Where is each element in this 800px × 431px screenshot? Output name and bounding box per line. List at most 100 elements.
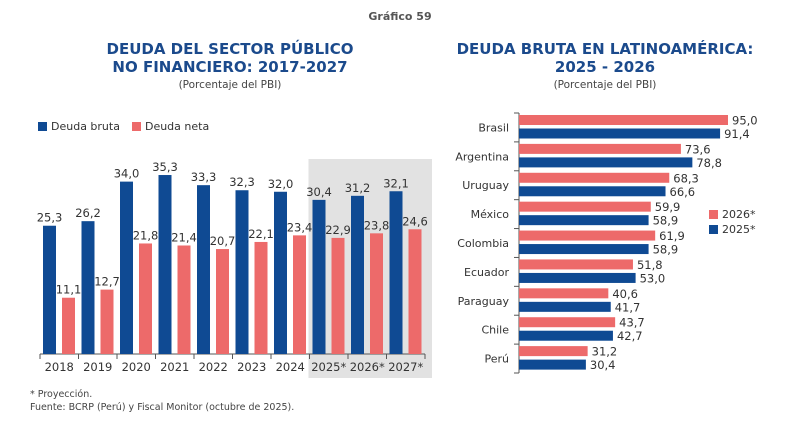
left-chart-title-line-1: DEUDA DEL SECTOR PÚBLICO	[106, 40, 354, 58]
bar-bruta	[197, 185, 210, 354]
legend-label-2025: 2025*	[722, 223, 756, 236]
y-tick-label: Paraguay	[458, 295, 510, 308]
data-label: 68,3	[673, 171, 699, 185]
x-tick-label: 2020	[122, 360, 151, 374]
data-label: 61,9	[659, 229, 685, 243]
legend-swatch-bruta	[38, 122, 47, 131]
legend-label-bruta: Deuda bruta	[51, 120, 120, 133]
bar-2026	[519, 317, 616, 328]
y-tick-label: Uruguay	[462, 179, 509, 192]
y-tick-label: México	[471, 208, 510, 221]
bar-2025	[519, 244, 649, 255]
bar-2025	[519, 157, 693, 168]
data-label: 31,2	[345, 181, 371, 195]
data-label: 41,7	[615, 300, 641, 314]
bar-2026	[519, 288, 609, 299]
data-label: 58,9	[653, 214, 679, 228]
legend-swatch-neta	[131, 122, 141, 131]
y-tick-label: Argentina	[455, 150, 509, 163]
left-chart-subtitle: (Porcentaje del PBI)	[178, 79, 282, 91]
data-label: 26,2	[75, 206, 101, 220]
x-tick-label: 2027*	[388, 360, 423, 374]
data-label: 32,0	[268, 177, 294, 191]
x-tick-label: 2025*	[311, 360, 346, 374]
data-label: 59,9	[655, 200, 681, 214]
right-chart-title-line-2: 2025 - 2026	[554, 58, 656, 76]
bar-neta	[331, 237, 345, 354]
bar-2025	[519, 186, 666, 197]
bar-neta	[62, 297, 75, 354]
bar-neta	[216, 249, 229, 354]
right-chart-title: DEUDA BRUTA EN LATINOAMÉRICA: 2025 - 202…	[440, 40, 770, 76]
bar-2025	[519, 272, 636, 283]
data-label: 66,6	[670, 185, 696, 199]
bar-neta	[139, 243, 152, 354]
bar-bruta	[351, 195, 364, 354]
bar-2025	[519, 128, 721, 139]
left-chart-legend: Deuda bruta Deuda neta	[38, 120, 221, 133]
x-tick-label: 2024	[276, 360, 305, 374]
y-tick-label: Colombia	[457, 237, 509, 250]
bar-bruta	[43, 225, 56, 354]
bar-2026	[519, 259, 633, 270]
bar-2026	[519, 230, 656, 241]
bar-2025	[519, 359, 586, 370]
legend-label-2026: 2026*	[722, 208, 756, 221]
bar-2026	[519, 172, 670, 183]
data-label: 22,9	[325, 223, 351, 237]
figure-label: Gráfico 59	[368, 10, 432, 23]
legend-swatch-2026	[709, 210, 718, 219]
bar-2026	[519, 115, 728, 125]
bar-2026	[519, 201, 651, 212]
data-label: 20,7	[210, 234, 236, 248]
x-tick-label: 2019	[83, 360, 112, 374]
bar-bruta	[235, 190, 249, 354]
data-label: 23,4	[287, 220, 313, 234]
y-tick-label: Chile	[481, 324, 509, 337]
data-label: 21,4	[171, 231, 197, 245]
data-label: 32,1	[383, 176, 409, 190]
data-label: 58,9	[653, 243, 679, 257]
bar-bruta	[312, 199, 326, 354]
bar-bruta	[120, 181, 133, 354]
legend-item-deuda-neta: Deuda neta	[131, 120, 209, 133]
data-label: 31,2	[592, 345, 618, 359]
bar-neta	[254, 241, 268, 354]
data-label: 40,6	[612, 287, 638, 301]
bar-2025	[519, 301, 611, 312]
data-label: 22,1	[248, 227, 274, 241]
left-chart-title: DEUDA DEL SECTOR PÚBLICO NO FINANCIERO: …	[60, 40, 400, 76]
right-chart-subtitle: (Porcentaje del PBI)	[553, 79, 657, 91]
data-label: 30,4	[306, 185, 332, 199]
data-label: 11,1	[56, 283, 82, 297]
legend-item-deuda-bruta: Deuda bruta	[38, 120, 120, 133]
data-label: 43,7	[619, 316, 645, 330]
bar-neta	[408, 229, 422, 354]
y-tick-label: Brasil	[478, 121, 509, 134]
bar-2025	[519, 215, 649, 226]
bar-2025	[519, 330, 613, 341]
bar-2026	[519, 143, 681, 154]
footnote: * Proyección.	[30, 389, 93, 400]
data-label: 73,6	[685, 142, 711, 156]
data-label: 33,3	[191, 170, 217, 184]
x-tick-label: 2021	[160, 360, 189, 374]
data-label: 34,0	[114, 167, 140, 181]
bar-bruta	[274, 191, 287, 354]
data-label: 91,4	[724, 127, 750, 141]
data-label: 95,0	[732, 114, 758, 128]
x-tick-label: 2022	[199, 360, 228, 374]
bar-bruta	[158, 175, 172, 354]
data-label: 12,7	[94, 275, 120, 289]
left-chart-title-line-2: NO FINANCIERO: 2017-2027	[112, 58, 348, 76]
source-note: Fuente: BCRP (Perú) y Fiscal Monitor (oc…	[30, 402, 295, 413]
x-tick-label: 2023	[237, 360, 266, 374]
legend-swatch-2025	[709, 225, 718, 234]
legend-item-2025: 2025*	[709, 222, 756, 237]
y-tick-label: Perú	[484, 353, 509, 366]
data-label: 53,0	[640, 271, 666, 285]
data-label: 32,3	[229, 175, 255, 189]
data-label: 78,8	[696, 156, 722, 170]
bar-bruta	[389, 191, 403, 354]
